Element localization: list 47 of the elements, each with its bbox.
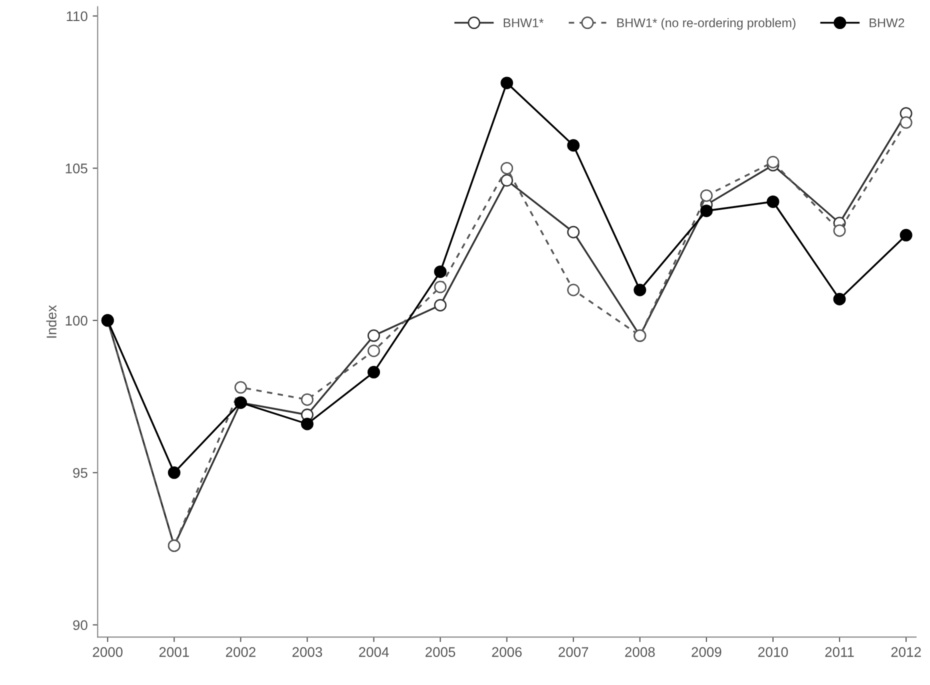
point: [500, 174, 514, 187]
y-tick-label: 110: [66, 11, 88, 22]
point: [766, 156, 780, 168]
x-tick-label: 2008: [625, 647, 655, 657]
x-tick-label: 2004: [359, 647, 389, 657]
point: [500, 162, 514, 174]
x-tick-label: 2010: [758, 647, 788, 657]
point: [766, 195, 780, 208]
x-tick-label: 2003: [292, 647, 322, 657]
point: [900, 228, 912, 242]
point: [700, 204, 713, 218]
x-tick-label: 2002: [226, 647, 256, 657]
point: [567, 226, 580, 238]
legend-label: BHW1*: [504, 18, 544, 28]
point: [833, 224, 846, 237]
y-tick-label: 105: [66, 164, 88, 174]
x-tick-label: 2006: [492, 647, 522, 657]
legend-label: BHW1* (no re-ordering problem): [617, 18, 796, 30]
x-tick-label: 2012: [891, 647, 921, 657]
point: [833, 292, 846, 306]
point: [700, 189, 713, 202]
x-tick-label: 2009: [692, 647, 722, 657]
x-tick-label: 2005: [426, 647, 456, 657]
point: [634, 284, 646, 296]
point: [368, 329, 380, 342]
point: [300, 418, 314, 430]
point: [434, 298, 447, 312]
point: [234, 381, 247, 394]
legend-label: BHW2: [870, 18, 904, 28]
point: [567, 284, 580, 296]
x-tick-label: 2011: [825, 647, 854, 657]
point: [168, 466, 180, 479]
y-tick-label: 95: [73, 468, 88, 478]
y-axis-title: Index: [46, 305, 56, 338]
x-tick-label: 2000: [92, 647, 123, 657]
x-tick-label: 2001: [159, 647, 189, 657]
point: [300, 393, 314, 406]
point: [368, 366, 380, 378]
point: [434, 265, 447, 278]
point: [567, 139, 580, 152]
point: [368, 344, 380, 358]
x-tick-label: 2007: [558, 647, 588, 657]
point: [500, 76, 514, 90]
y-tick-label: 100: [66, 316, 88, 326]
point: [900, 116, 912, 129]
point: [434, 280, 447, 294]
y-tick-label: 90: [73, 620, 88, 630]
